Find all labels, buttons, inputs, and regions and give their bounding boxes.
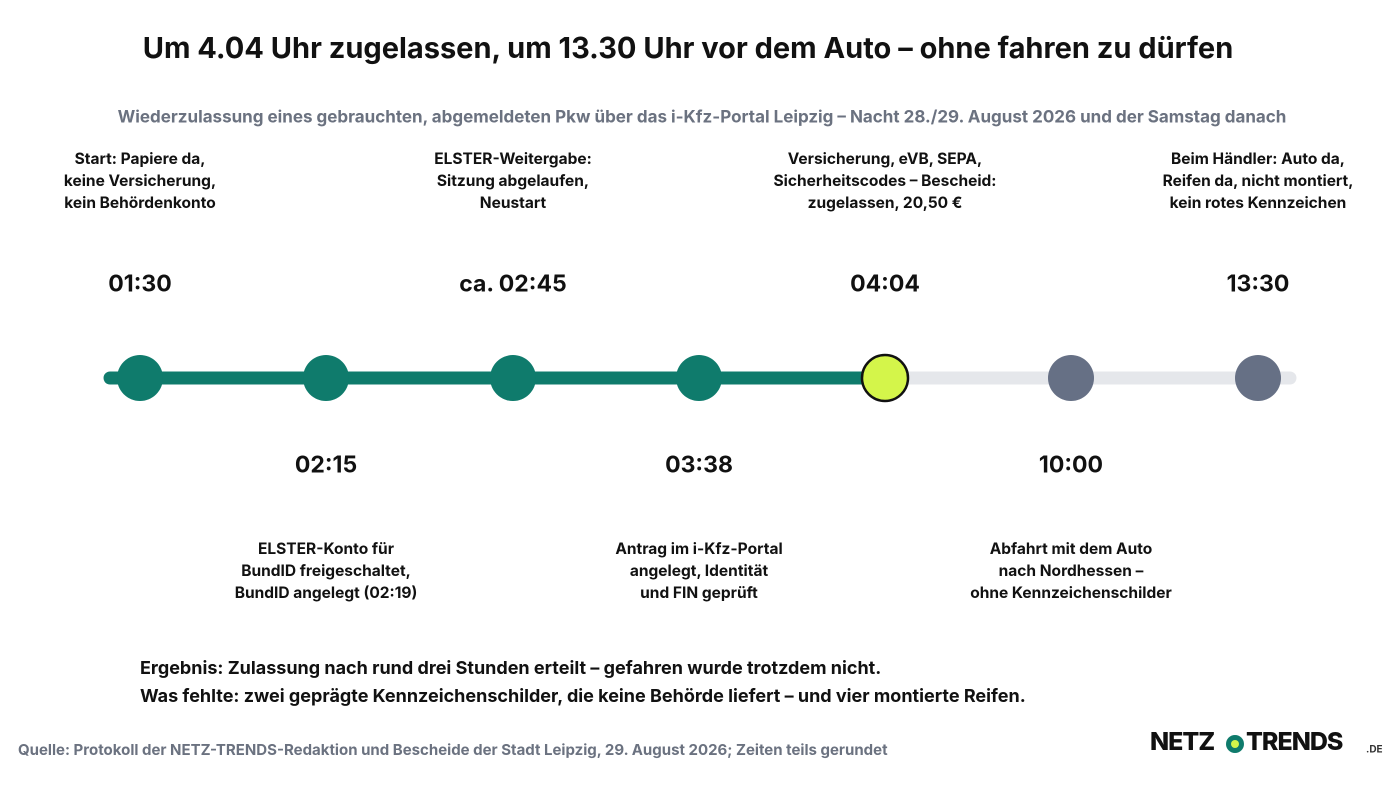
event-description: Versicherung, eVB, SEPA, <box>788 149 982 168</box>
logo-suffix: .DE <box>1366 744 1383 756</box>
event-description: nach Nordhessen – <box>999 561 1144 580</box>
logo-right: TRENDS <box>1246 727 1343 757</box>
event-description: BundID angelegt (02:19) <box>235 583 418 602</box>
event-time: 03:38 <box>665 450 733 478</box>
node <box>1235 355 1281 401</box>
event-description: ELSTER-Konto für <box>258 539 395 558</box>
node <box>303 355 349 401</box>
event-description: angelegt, Identität <box>630 561 769 580</box>
event-description: kein Behördenkonto <box>64 193 215 212</box>
event-description: zugelassen, 20,50 € <box>808 193 963 212</box>
node <box>117 355 163 401</box>
logo-dot-inner <box>1231 740 1239 748</box>
event-description: Neustart <box>480 193 547 212</box>
logo-left: NETZ <box>1150 727 1214 757</box>
event-time: 01:30 <box>108 269 171 297</box>
node <box>1048 355 1094 401</box>
event-description: und FIN geprüft <box>640 583 758 602</box>
source: Quelle: Protokoll der NETZ-TRENDS-Redakt… <box>18 740 888 759</box>
event-time: 04:04 <box>850 269 920 297</box>
event-description: Start: Papiere da, <box>75 149 206 168</box>
result-line: Was fehlte: zwei geprägte Kennzeichensch… <box>140 686 1026 707</box>
event-description: BundID freigeschaltet, <box>241 561 411 580</box>
event-time: 10:00 <box>1039 450 1103 478</box>
node <box>860 353 910 403</box>
node <box>490 355 536 401</box>
event-description: Antrag im i-Kfz-Portal <box>615 539 782 558</box>
title: Um 4.04 Uhr zugelassen, um 13.30 Uhr vor… <box>143 30 1234 65</box>
event-description: Reifen da, nicht montiert, <box>1163 171 1354 190</box>
event-time: ca. 02:45 <box>459 269 566 297</box>
event-description: Abfahrt mit dem Auto <box>990 539 1153 558</box>
event-description: Beim Händler: Auto da, <box>1171 149 1345 168</box>
event-time: 13:30 <box>1227 269 1290 297</box>
event-description: ELSTER-Weitergabe: <box>434 149 592 168</box>
event-description: ohne Kennzeichenschilder <box>970 583 1172 602</box>
result-line: Ergebnis: Zulassung nach rund drei Stund… <box>140 658 881 679</box>
event-description: kein rotes Kennzeichen <box>1170 193 1347 212</box>
timeline: 01:30 Start: Papiere da, keine Versicherun… <box>64 149 1354 602</box>
node <box>676 355 722 401</box>
subtitle: Wiederzulassung eines gebrauchten, abgem… <box>118 108 1287 128</box>
event-description: Sicherheitscodes – Bescheid: <box>774 171 997 190</box>
event-time: 02:15 <box>295 450 357 478</box>
event-description: keine Versicherung, <box>64 171 216 190</box>
event-description: Sitzung abgelaufen, <box>437 171 589 190</box>
